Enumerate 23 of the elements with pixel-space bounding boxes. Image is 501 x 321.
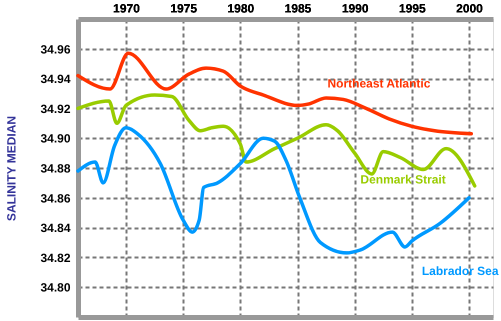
y-tick-label: 34.96 bbox=[40, 42, 71, 56]
y-tick-label: 34.88 bbox=[40, 162, 71, 176]
x-tick-label: 1970 bbox=[113, 2, 140, 16]
y-tick-label: 34.86 bbox=[40, 191, 71, 206]
x-tick-label: 1990 bbox=[342, 2, 369, 16]
line-series bbox=[76, 126, 471, 255]
x-tick-label: 1995 bbox=[398, 2, 426, 16]
x-tick-label: 2000 bbox=[456, 2, 484, 16]
series-label: Denmark Strait bbox=[360, 172, 446, 187]
series-label: Northeast Atlantic bbox=[328, 76, 431, 90]
y-tick-label: 34.84 bbox=[40, 221, 71, 236]
y-tick-label: 34.94 bbox=[40, 72, 71, 86]
y-tick-label: 34.90 bbox=[40, 132, 71, 146]
x-tick-label: 1985 bbox=[284, 2, 312, 16]
y-axis-title: SALINITY MEDIAN bbox=[4, 116, 18, 222]
y-tick-label: 34.80 bbox=[40, 280, 71, 295]
x-tick-label: 1980 bbox=[227, 2, 255, 16]
x-tick-label: 1975 bbox=[170, 2, 198, 16]
line-series bbox=[76, 93, 476, 188]
y-tick-label: 34.92 bbox=[40, 102, 71, 116]
y-tick-label: 34.82 bbox=[40, 250, 71, 265]
line-series bbox=[76, 52, 474, 136]
series-label: Labrador Sea bbox=[422, 264, 499, 278]
